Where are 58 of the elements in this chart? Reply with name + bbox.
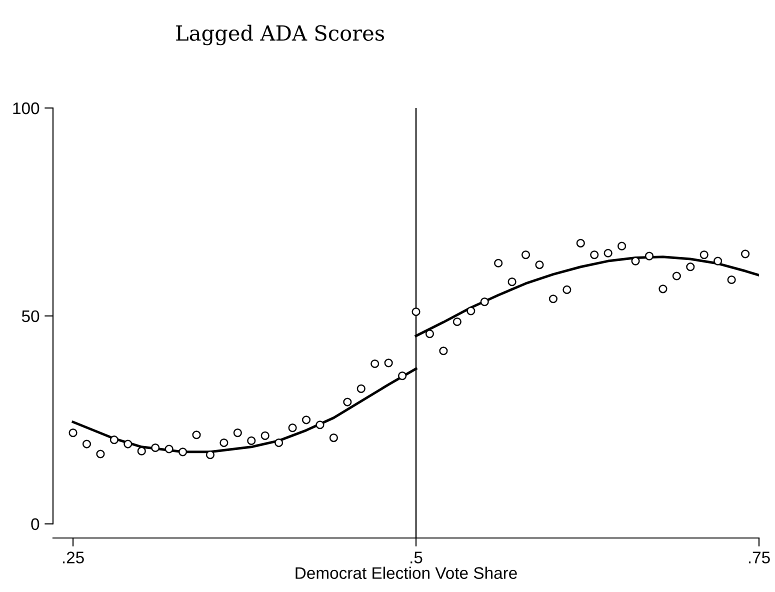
point bbox=[700, 250, 708, 260]
point bbox=[151, 443, 160, 452]
point bbox=[452, 317, 462, 326]
x-tick-label: .75 bbox=[748, 552, 770, 564]
point bbox=[96, 450, 105, 458]
point bbox=[68, 428, 78, 438]
x-tick-label: .5 bbox=[410, 552, 422, 564]
point bbox=[178, 448, 188, 456]
point bbox=[302, 416, 311, 424]
point bbox=[343, 398, 352, 406]
point bbox=[727, 275, 736, 284]
point bbox=[247, 436, 256, 445]
point bbox=[658, 284, 668, 294]
point bbox=[535, 260, 544, 270]
point bbox=[686, 262, 695, 272]
point bbox=[370, 359, 380, 368]
point bbox=[412, 307, 420, 316]
y-tick-label: 0 bbox=[31, 518, 40, 530]
point bbox=[740, 250, 750, 258]
point bbox=[480, 297, 489, 306]
y-tick-label: 50 bbox=[22, 310, 40, 322]
point bbox=[329, 433, 338, 442]
point bbox=[233, 428, 242, 438]
point bbox=[714, 256, 722, 266]
point bbox=[124, 440, 132, 448]
point bbox=[425, 330, 434, 338]
point bbox=[618, 242, 626, 250]
point bbox=[508, 278, 516, 286]
point bbox=[576, 238, 585, 248]
point bbox=[274, 438, 284, 448]
point bbox=[562, 285, 572, 294]
point bbox=[466, 306, 476, 316]
point bbox=[316, 420, 324, 430]
point bbox=[521, 250, 530, 260]
point bbox=[206, 450, 215, 460]
point bbox=[220, 438, 228, 448]
point bbox=[82, 440, 92, 448]
point bbox=[494, 258, 503, 268]
point bbox=[548, 294, 558, 304]
chart-title: Lagged ADA Scores bbox=[176, 24, 384, 46]
point bbox=[644, 252, 654, 260]
x-axis-title: Democrat Election Vote Share bbox=[296, 566, 517, 579]
point bbox=[137, 446, 146, 456]
y-tick-label: 100 bbox=[13, 102, 40, 114]
point bbox=[110, 436, 118, 444]
point bbox=[192, 430, 201, 440]
point bbox=[398, 372, 407, 380]
point bbox=[288, 424, 297, 432]
point bbox=[356, 384, 366, 394]
x-tick-label: .25 bbox=[62, 552, 84, 564]
point bbox=[590, 250, 599, 260]
point bbox=[260, 431, 270, 440]
point bbox=[439, 346, 448, 356]
point bbox=[631, 256, 640, 266]
point bbox=[164, 444, 174, 454]
point bbox=[604, 248, 612, 258]
point bbox=[384, 358, 393, 368]
point bbox=[672, 272, 681, 280]
